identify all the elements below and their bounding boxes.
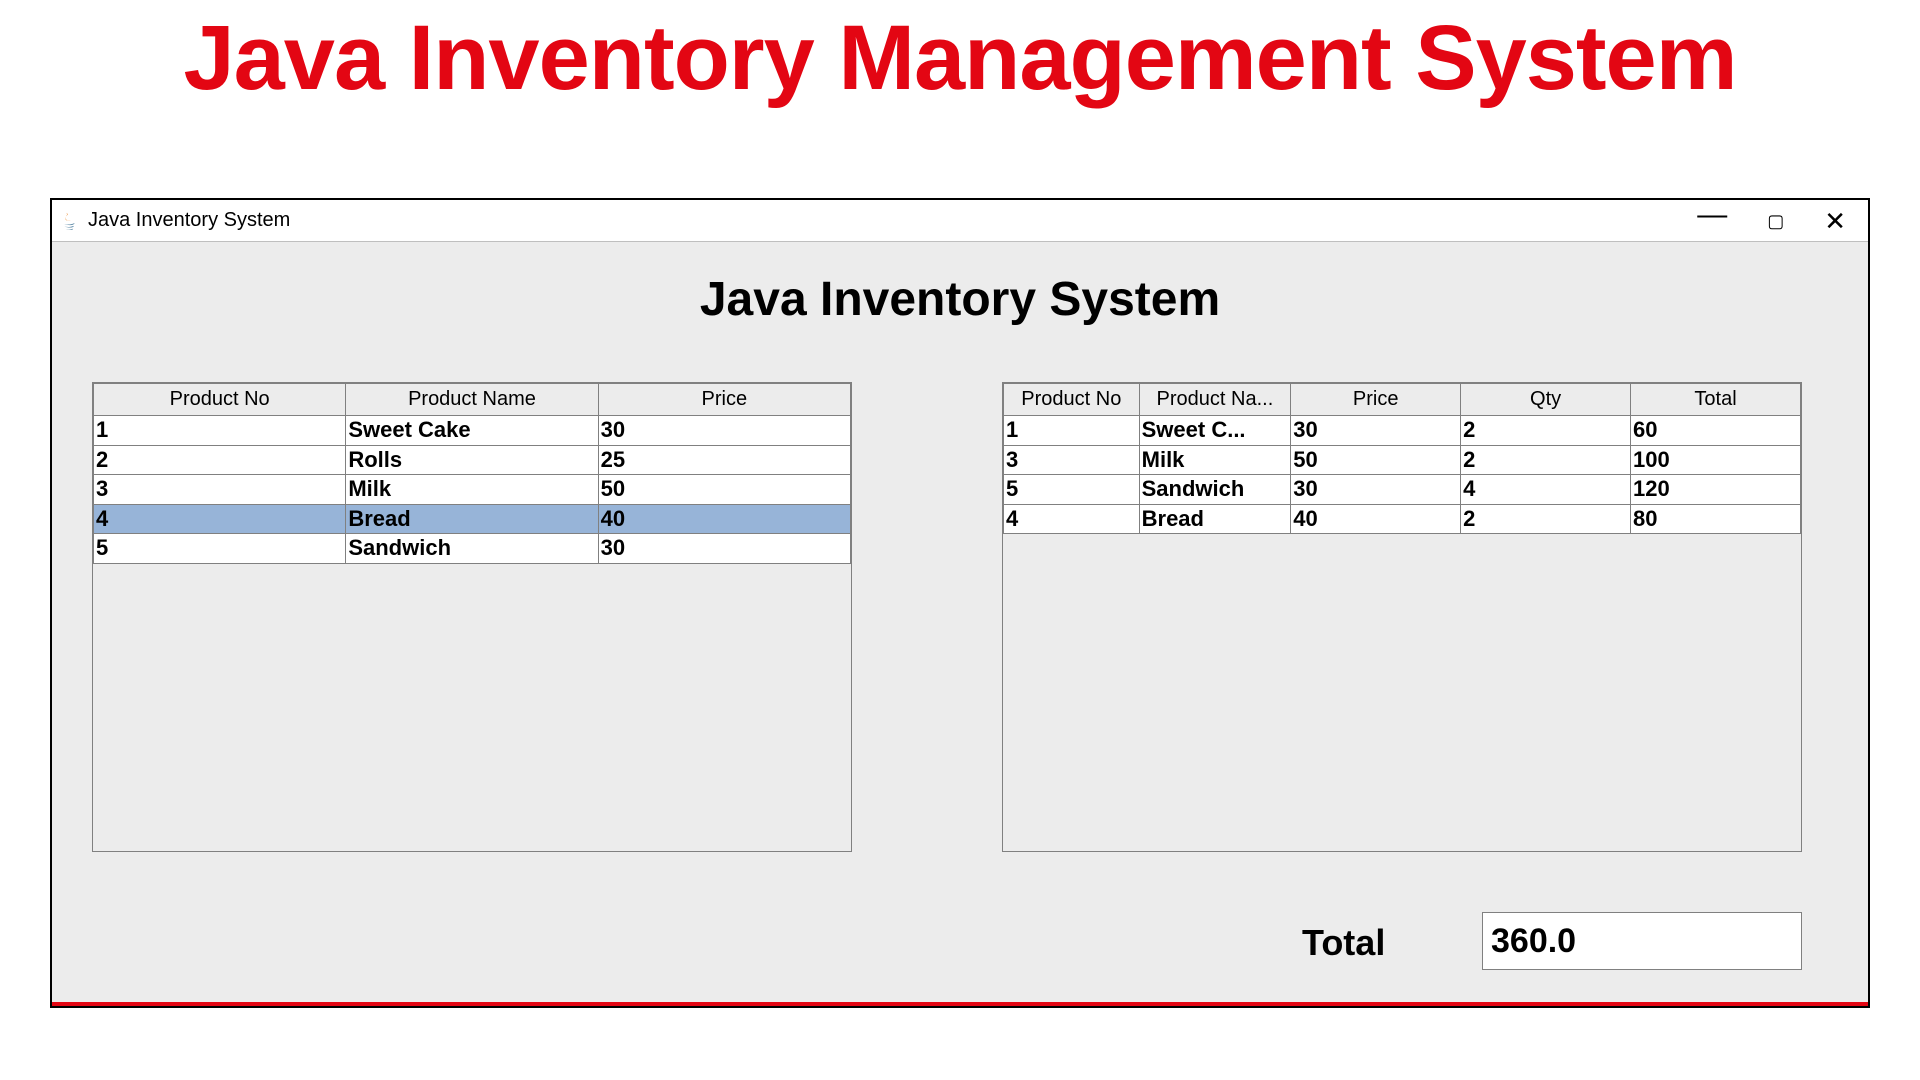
window-title: Java Inventory System xyxy=(88,209,290,232)
column-header[interactable]: Product No xyxy=(1004,384,1140,416)
column-header[interactable]: Qty xyxy=(1461,384,1631,416)
table-cell[interactable]: 2 xyxy=(94,445,346,475)
window-content: Java Inventory System Product NoProduct … xyxy=(52,242,1868,1006)
app-window: Java Inventory System — ▢ ✕ Java Invento… xyxy=(50,198,1870,1008)
column-header[interactable]: Price xyxy=(1291,384,1461,416)
column-header[interactable]: Total xyxy=(1631,384,1801,416)
window-controls: — ▢ ✕ xyxy=(1697,206,1862,236)
column-header[interactable]: Product Name xyxy=(346,384,598,416)
table-row[interactable]: 5Sandwich30 xyxy=(94,534,851,564)
table-cell[interactable]: Sweet Cake xyxy=(346,416,598,446)
table-cell[interactable]: Sandwich xyxy=(1139,475,1291,505)
table-cell[interactable]: 5 xyxy=(94,534,346,564)
java-icon xyxy=(58,210,80,232)
app-heading: Java Inventory System xyxy=(52,272,1868,327)
column-header[interactable]: Product Na... xyxy=(1139,384,1291,416)
table-cell[interactable]: Rolls xyxy=(346,445,598,475)
table-cell[interactable]: Bread xyxy=(346,504,598,534)
table-cell[interactable]: Sandwich xyxy=(346,534,598,564)
column-header[interactable]: Product No xyxy=(94,384,346,416)
table-cell[interactable]: 1 xyxy=(1004,416,1140,446)
table-cell[interactable]: 30 xyxy=(1291,475,1461,505)
table-cell[interactable]: 4 xyxy=(1461,475,1631,505)
window-titlebar[interactable]: Java Inventory System — ▢ ✕ xyxy=(52,200,1868,242)
table-cell[interactable]: Sweet C... xyxy=(1139,416,1291,446)
table-cell[interactable]: 2 xyxy=(1461,504,1631,534)
table-cell[interactable]: 60 xyxy=(1631,416,1801,446)
table-cell[interactable]: 30 xyxy=(598,416,850,446)
maximize-button[interactable]: ▢ xyxy=(1767,212,1784,230)
table-cell[interactable]: 5 xyxy=(1004,475,1140,505)
table-row[interactable]: 4Bread40 xyxy=(94,504,851,534)
table-cell[interactable]: 100 xyxy=(1631,445,1801,475)
table-cell[interactable]: Milk xyxy=(1139,445,1291,475)
products-panel: Product NoProduct NamePrice1Sweet Cake30… xyxy=(92,382,852,852)
table-cell[interactable]: 25 xyxy=(598,445,850,475)
page: Java Inventory Management System Java In… xyxy=(0,0,1920,1080)
table-cell[interactable]: 30 xyxy=(1291,416,1461,446)
table-cell[interactable]: 4 xyxy=(1004,504,1140,534)
total-label: Total xyxy=(1302,922,1385,964)
table-cell[interactable]: 3 xyxy=(1004,445,1140,475)
table-row[interactable]: 4Bread40280 xyxy=(1004,504,1801,534)
table-cell[interactable]: Milk xyxy=(346,475,598,505)
table-cell[interactable]: 2 xyxy=(1461,445,1631,475)
table-row[interactable]: 3Milk50 xyxy=(94,475,851,505)
table-cell[interactable]: 80 xyxy=(1631,504,1801,534)
close-button[interactable]: ✕ xyxy=(1824,208,1846,234)
table-row[interactable]: 5Sandwich304120 xyxy=(1004,475,1801,505)
table-row[interactable]: 3Milk502100 xyxy=(1004,445,1801,475)
table-cell[interactable]: 2 xyxy=(1461,416,1631,446)
table-cell[interactable]: 50 xyxy=(598,475,850,505)
table-row[interactable]: 1Sweet Cake30 xyxy=(94,416,851,446)
page-banner: Java Inventory Management System xyxy=(0,0,1920,107)
table-cell[interactable]: 4 xyxy=(94,504,346,534)
table-row[interactable]: 2Rolls25 xyxy=(94,445,851,475)
table-row[interactable]: 1Sweet C...30260 xyxy=(1004,416,1801,446)
table-cell[interactable]: 50 xyxy=(1291,445,1461,475)
total-field[interactable] xyxy=(1482,912,1802,970)
table-cell[interactable]: 40 xyxy=(1291,504,1461,534)
table-cell[interactable]: Bread xyxy=(1139,504,1291,534)
cart-panel: Product NoProduct Na...PriceQtyTotal1Swe… xyxy=(1002,382,1802,852)
column-header[interactable]: Price xyxy=(598,384,850,416)
cart-table[interactable]: Product NoProduct Na...PriceQtyTotal1Swe… xyxy=(1003,383,1801,534)
table-cell[interactable]: 30 xyxy=(598,534,850,564)
table-cell[interactable]: 3 xyxy=(94,475,346,505)
table-cell[interactable]: 1 xyxy=(94,416,346,446)
table-cell[interactable]: 40 xyxy=(598,504,850,534)
accent-line xyxy=(52,1002,1868,1006)
products-table[interactable]: Product NoProduct NamePrice1Sweet Cake30… xyxy=(93,383,851,564)
table-cell[interactable]: 120 xyxy=(1631,475,1801,505)
minimize-button[interactable]: — xyxy=(1697,200,1727,230)
